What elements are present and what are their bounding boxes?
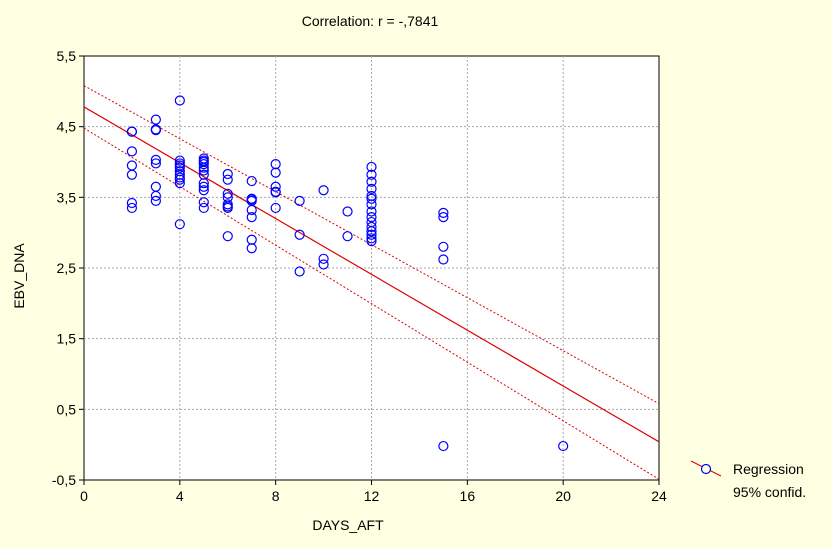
data-point [366,212,377,223]
data-point [366,221,377,233]
y-axis-ticks: -0,5 0,5 1,5 2,5 3,5 4,5 5,5 [52,48,84,488]
legend-entry-confidence: 95% confid. [733,484,806,500]
x-tick-label: 0 [80,488,88,504]
data-point [222,188,233,199]
data-point [174,219,185,230]
data-point [246,194,257,205]
data-point [246,243,257,254]
data-point [366,176,377,187]
y-tick-label: 2,5 [57,260,77,276]
data-point [246,175,257,187]
data-point [174,95,185,106]
data-point [366,226,377,237]
data-point [126,146,138,157]
y-tick-label: 1,5 [57,331,77,347]
data-point [366,183,377,194]
data-point [318,253,329,264]
data-point [438,212,449,223]
y-tick-label: 0,5 [57,401,77,417]
x-tick-label: 12 [364,488,380,504]
x-tick-label: 16 [460,488,476,504]
legend: Regression 95% confid. [690,460,806,500]
data-point [150,154,161,165]
chart-title: Correlation: r = -,7841 [302,13,439,29]
data-point [198,162,209,173]
grid-lines [84,56,659,480]
data-point [150,158,161,169]
data-point [342,231,353,242]
data-point [150,190,161,202]
data-point [150,124,161,135]
x-tick-label: 24 [651,488,667,504]
data-point [222,168,233,180]
y-tick-label: 4,5 [57,119,77,135]
data-point [366,236,377,247]
y-tick-label: -0,5 [52,472,76,488]
data-point [174,160,185,171]
data-points [126,95,569,452]
x-axis-title: DAYS_AFT [312,517,384,533]
data-point [174,178,185,189]
data-point [558,440,569,452]
data-point [174,155,185,166]
confidence-lower-line [84,127,659,480]
x-axis-ticks: 0 4 8 12 16 20 24 [80,480,667,504]
data-point [222,174,233,185]
data-point [270,181,281,192]
data-point [366,161,377,173]
data-point [294,195,305,206]
data-point [438,241,449,252]
data-point [270,186,281,197]
data-point [222,231,233,242]
x-tick-label: 8 [272,488,280,504]
data-point [270,202,281,214]
data-point [198,185,209,196]
confidence-band [84,85,659,480]
data-point [198,156,209,168]
data-point [126,126,138,137]
data-point [198,197,209,208]
legend-point-swatch [700,463,712,475]
y-tick-label: 5,5 [57,48,77,64]
data-point [150,114,161,125]
x-tick-label: 20 [555,488,571,504]
data-point [222,201,233,212]
data-point [366,233,377,244]
data-point [198,202,209,214]
data-point [174,174,185,185]
data-point [438,207,449,218]
data-point [366,193,377,204]
data-point [438,254,449,265]
data-point [438,440,449,452]
data-point [270,167,281,178]
data-point [294,229,305,240]
data-point [342,206,353,217]
data-point [366,169,377,180]
data-point [198,178,209,189]
y-axis-title: EBV_DNA [11,243,27,309]
legend-entry-regression: Regression [733,461,804,477]
data-point [150,195,161,206]
data-point [246,212,257,223]
data-point [294,266,305,277]
data-point [126,197,138,209]
x-tick-label: 4 [176,488,184,504]
data-point [366,206,377,217]
data-point [126,169,138,180]
data-point [366,229,377,240]
data-point [366,199,377,210]
data-point [246,204,257,216]
y-tick-label: 3,5 [57,189,77,205]
data-point [318,259,329,270]
data-point [198,181,209,192]
data-point [126,202,138,214]
confidence-upper-line [84,85,659,405]
data-point [318,185,329,196]
